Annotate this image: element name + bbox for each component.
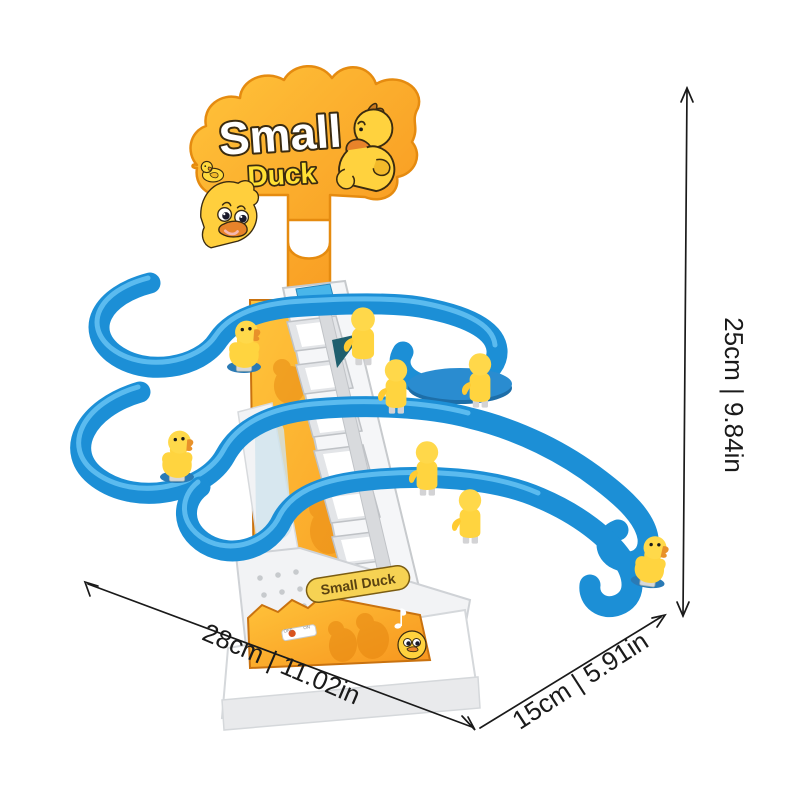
svg-text:25cm | 9.84in: 25cm | 9.84in <box>719 317 749 473</box>
svg-text:Duck: Duck <box>247 157 317 192</box>
svg-text:Small: Small <box>217 105 343 165</box>
